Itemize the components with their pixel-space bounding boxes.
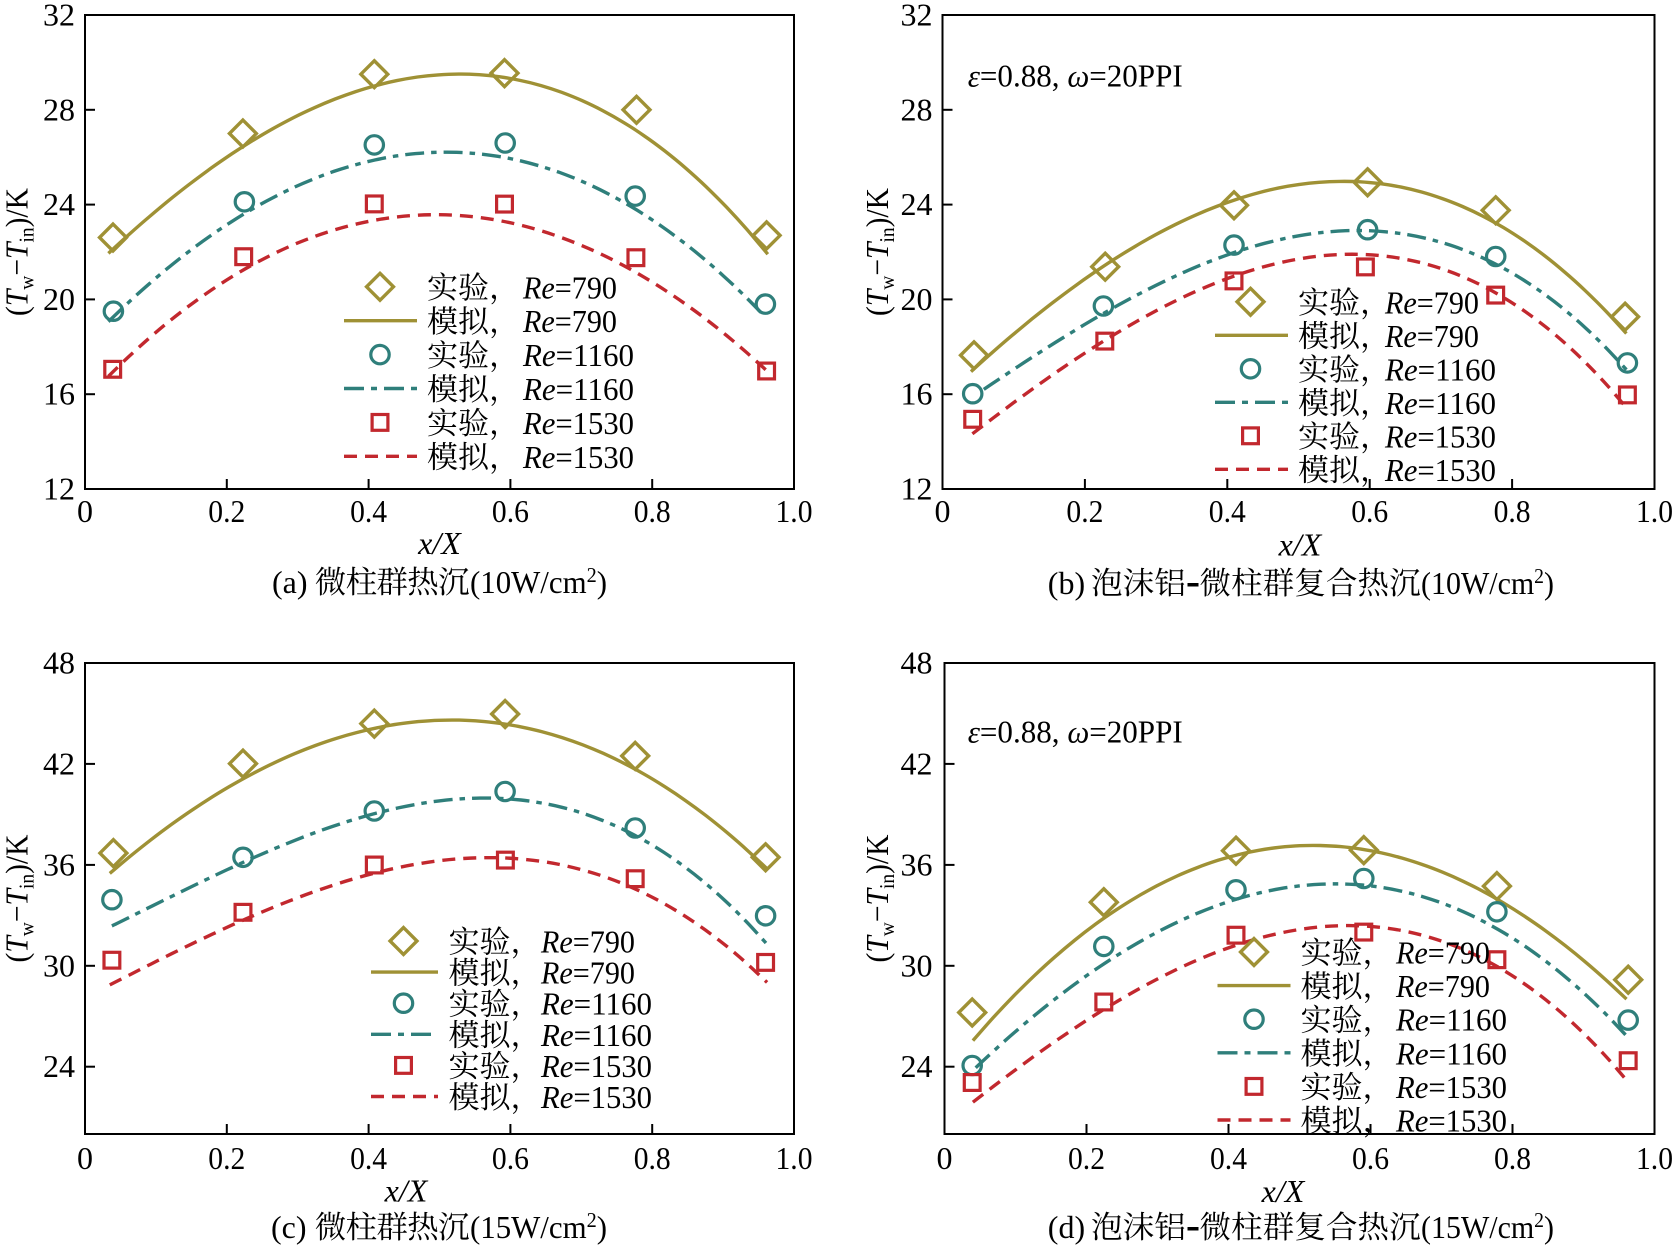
svg-text:Re=790: Re=790 [540, 924, 635, 960]
svg-text:Re=790: Re=790 [522, 269, 617, 305]
svg-text:Re=1160: Re=1160 [522, 371, 634, 407]
svg-text:Re=790: Re=790 [1384, 318, 1479, 354]
svg-text:Re=1530: Re=1530 [540, 1079, 652, 1115]
svg-text:0.6: 0.6 [492, 1140, 529, 1176]
svg-text:0.6: 0.6 [492, 493, 529, 529]
svg-text:Re=1530: Re=1530 [1384, 418, 1496, 454]
svg-text:(Tw−Tin)/K: (Tw−Tin)/K [859, 835, 899, 963]
svg-text:Re=1160: Re=1160 [522, 337, 634, 373]
svg-text:0: 0 [77, 1140, 93, 1176]
svg-text:16: 16 [901, 376, 933, 412]
svg-text:(c): (c) [271, 1209, 307, 1245]
svg-text:Re=1160: Re=1160 [1395, 1035, 1507, 1071]
svg-text:0.4: 0.4 [1210, 1140, 1247, 1176]
svg-text:0.6: 0.6 [1351, 493, 1388, 529]
svg-text:(d): (d) [1048, 1209, 1085, 1245]
svg-text:Re=1530: Re=1530 [522, 439, 634, 475]
svg-text:Re=790: Re=790 [540, 955, 635, 991]
svg-text:1.0: 1.0 [776, 1140, 813, 1176]
svg-text:1.0: 1.0 [1636, 1140, 1673, 1176]
svg-text:12: 12 [901, 471, 933, 507]
svg-text:0.2: 0.2 [1068, 1140, 1105, 1176]
svg-text:1.0: 1.0 [1636, 493, 1673, 529]
svg-text:Re=1160: Re=1160 [1395, 1002, 1507, 1038]
svg-text:30: 30 [43, 947, 75, 983]
svg-text:48: 48 [901, 645, 933, 681]
svg-text:24: 24 [901, 186, 933, 222]
svg-text:(15W/cm2): (15W/cm2) [470, 1208, 607, 1245]
svg-text:(a): (a) [272, 564, 308, 600]
svg-text:0.8: 0.8 [634, 1140, 671, 1176]
svg-text:30: 30 [901, 947, 933, 983]
svg-text:0.2: 0.2 [1066, 493, 1103, 529]
svg-text:Re=1530: Re=1530 [1395, 1103, 1507, 1139]
svg-text:32: 32 [901, 0, 933, 33]
svg-text:Re=790: Re=790 [1384, 284, 1479, 320]
svg-text:(b): (b) [1048, 565, 1085, 601]
svg-text:1.0: 1.0 [776, 493, 813, 529]
svg-text:(Tw−Tin)/K: (Tw−Tin)/K [859, 188, 899, 316]
svg-text:Re=1160: Re=1160 [1384, 385, 1496, 421]
svg-text:24: 24 [43, 1048, 75, 1084]
svg-text:x/X: x/X [417, 525, 462, 561]
svg-text:(Tw−Tin)/K: (Tw−Tin)/K [0, 188, 39, 316]
svg-text:Re=1160: Re=1160 [540, 986, 652, 1022]
svg-text:x/X: x/X [1261, 1173, 1306, 1209]
svg-text:(15W/cm2): (15W/cm2) [1421, 1208, 1554, 1245]
svg-text:Re=790: Re=790 [522, 303, 617, 339]
svg-text:20: 20 [901, 281, 933, 317]
svg-text:0.8: 0.8 [1494, 1140, 1531, 1176]
svg-text:0.2: 0.2 [208, 493, 245, 529]
svg-text:42: 42 [901, 745, 933, 781]
svg-text:Re=1160: Re=1160 [540, 1017, 652, 1053]
svg-text:0.4: 0.4 [1209, 493, 1246, 529]
svg-text:Re=1530: Re=1530 [522, 405, 634, 441]
svg-text:Re=790: Re=790 [1395, 968, 1490, 1004]
svg-text:16: 16 [43, 376, 75, 412]
svg-text:Re=1160: Re=1160 [1384, 351, 1496, 387]
svg-text:Re=1530: Re=1530 [1395, 1069, 1507, 1105]
svg-text:0.8: 0.8 [1494, 493, 1531, 529]
svg-text:24: 24 [901, 1048, 933, 1084]
svg-text:0.4: 0.4 [350, 493, 387, 529]
svg-text:(10W/cm2): (10W/cm2) [470, 563, 607, 600]
svg-text:20: 20 [43, 281, 75, 317]
svg-text:0.2: 0.2 [208, 1140, 245, 1176]
svg-text:0.6: 0.6 [1352, 1140, 1389, 1176]
svg-text:0: 0 [935, 493, 951, 529]
svg-text:12: 12 [43, 471, 75, 507]
svg-text:0: 0 [77, 493, 93, 529]
svg-text:x/X: x/X [1278, 527, 1323, 563]
svg-text:28: 28 [901, 91, 933, 127]
svg-text:Re=1530: Re=1530 [1384, 452, 1496, 488]
svg-text:36: 36 [43, 846, 75, 882]
svg-text:28: 28 [43, 91, 75, 127]
svg-text:Re=790: Re=790 [1395, 935, 1490, 971]
svg-text:(10W/cm2): (10W/cm2) [1421, 564, 1554, 601]
svg-text:32: 32 [43, 0, 75, 33]
svg-text:0.8: 0.8 [634, 493, 671, 529]
svg-text:24: 24 [43, 186, 75, 222]
svg-text:ε=0.88, ω=20PPI: ε=0.88, ω=20PPI [968, 57, 1183, 93]
svg-text:(Tw−Tin)/K: (Tw−Tin)/K [0, 835, 39, 963]
svg-text:Re=1530: Re=1530 [540, 1048, 652, 1084]
svg-text:ε=0.88, ω=20PPI: ε=0.88, ω=20PPI [968, 713, 1183, 749]
svg-text:0: 0 [937, 1140, 953, 1176]
svg-text:42: 42 [43, 745, 75, 781]
svg-text:0.4: 0.4 [350, 1140, 387, 1176]
svg-text:48: 48 [43, 645, 75, 681]
svg-text:x/X: x/X [384, 1173, 429, 1209]
svg-text:36: 36 [901, 846, 933, 882]
